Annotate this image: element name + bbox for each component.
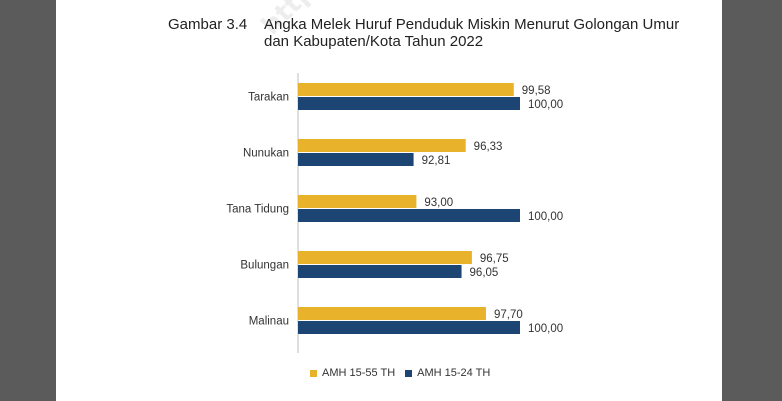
bar-series-1: [298, 195, 417, 208]
bar-series-2: [298, 265, 462, 278]
bar-series-1: [298, 307, 486, 320]
category-label: Tana Tidung: [226, 204, 289, 216]
category-label: Tarakan: [248, 92, 289, 104]
data-label: 93,00: [424, 197, 453, 209]
bar-chart: Tarakan 99,58 100,00 Nunukan 96,33 92,81 Tana …: [226, 73, 563, 353]
data-label: 97,70: [494, 309, 523, 321]
bar-series-2: [298, 97, 520, 110]
figure-number: Gambar 3.4: [168, 16, 248, 33]
document-page: https:// Gambar 3.4 Angka Melek Huruf Pe…: [56, 0, 722, 401]
category-label: Malinau: [249, 316, 289, 328]
legend-label-series-1: AMH 15-55 TH: [322, 367, 396, 379]
bar-series-1: [298, 251, 472, 264]
figure-title: Angka Melek Huruf Penduduk Miskin Menuru…: [264, 16, 680, 50]
data-label: 96,05: [470, 267, 499, 279]
legend-swatch-series-2: [405, 369, 413, 377]
data-label: 100,00: [528, 211, 563, 223]
data-label: 100,00: [528, 323, 563, 335]
category-label: Bulungan: [240, 260, 289, 272]
data-label: 96,33: [474, 141, 503, 153]
data-label: 99,58: [522, 85, 551, 97]
legend-item-series-2: AMH 15-24 TH: [405, 367, 490, 379]
chart-legend: AMH 15-55 TH AMH 15-24 TH: [310, 367, 500, 379]
category-label: Nunukan: [243, 148, 289, 160]
bar-series-1: [298, 139, 466, 152]
data-label: 96,75: [480, 253, 509, 265]
legend-label-series-2: AMH 15-24 TH: [417, 367, 491, 379]
legend-swatch-series-1: [310, 369, 317, 377]
data-label: 92,81: [422, 155, 451, 167]
bar-series-2: [298, 153, 414, 166]
legend-item-series-1: AMH 15-55 TH: [310, 367, 395, 379]
bar-series-2: [298, 321, 520, 334]
bar-series-2: [298, 209, 520, 222]
bar-series-1: [298, 83, 514, 96]
data-label: 100,00: [528, 99, 563, 111]
